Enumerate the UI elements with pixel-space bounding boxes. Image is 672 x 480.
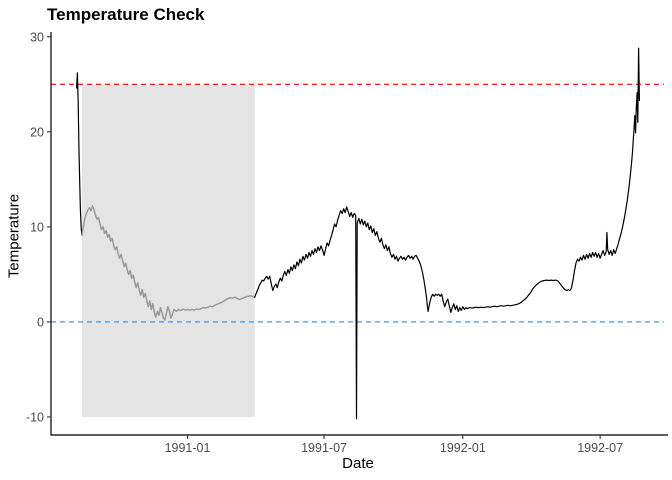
temperature-pre-window xyxy=(75,72,83,236)
chart-title: Temperature Check xyxy=(47,5,205,24)
temperature-post-window xyxy=(254,47,641,420)
y-tick-label: -10 xyxy=(26,410,44,424)
x-tick-label: 1991-01 xyxy=(165,441,211,455)
temperature-in-window xyxy=(81,205,256,321)
y-tick-label: 0 xyxy=(37,315,44,329)
y-tick-label: 30 xyxy=(30,30,44,44)
y-tick-label: 20 xyxy=(30,125,44,139)
highlight-window xyxy=(81,84,255,417)
x-tick-label: 1991-07 xyxy=(301,441,347,455)
x-tick-label: 1992-07 xyxy=(577,441,623,455)
y-tick-label: 10 xyxy=(30,220,44,234)
y-axis-title: Temperature xyxy=(5,193,23,279)
x-tick-label: 1992-01 xyxy=(440,441,486,455)
x-axis-title: Date xyxy=(342,455,374,472)
